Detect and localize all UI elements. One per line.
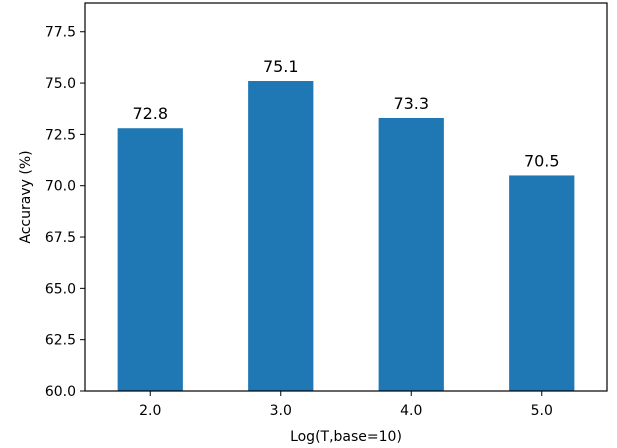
x-tick-label: 3.0 xyxy=(270,403,292,419)
x-axis-label: Log(T,base=10) xyxy=(290,429,402,445)
data-labels: 72.8 75.1 73.3 70.5 xyxy=(132,57,559,170)
data-label-3.0: 75.1 xyxy=(263,57,299,76)
bar-4.0 xyxy=(378,117,444,392)
x-tick-label: 2.0 xyxy=(139,403,161,419)
y-tick-label: 60.0 xyxy=(45,384,76,400)
bar-2.0 xyxy=(117,128,183,391)
plot-frame xyxy=(84,2,608,392)
y-tick-label: 67.5 xyxy=(45,230,76,246)
bar-5.0 xyxy=(509,175,575,391)
y-tick-label: 65.0 xyxy=(45,281,76,297)
y-tick-label: 77.5 xyxy=(45,25,76,41)
x-tick-label: 4.0 xyxy=(400,403,422,419)
y-tick-label: 62.5 xyxy=(45,333,76,349)
y-axis: 60.0 62.5 65.0 67.5 70.0 72.5 75.0 77.5 xyxy=(45,25,85,400)
x-axis: 2.0 3.0 4.0 5.0 xyxy=(139,391,553,419)
data-label-4.0: 73.3 xyxy=(393,94,429,113)
y-tick-label: 75.0 xyxy=(45,76,76,92)
data-label-5.0: 70.5 xyxy=(524,151,560,170)
bars xyxy=(117,81,575,392)
x-tick-label: 5.0 xyxy=(531,403,553,419)
y-tick-label: 72.5 xyxy=(45,127,76,143)
data-label-2.0: 72.8 xyxy=(132,104,168,123)
y-tick-label: 70.0 xyxy=(45,179,76,195)
bar-3.0 xyxy=(248,81,314,391)
y-axis-label: Accuravy (%) xyxy=(18,150,34,243)
